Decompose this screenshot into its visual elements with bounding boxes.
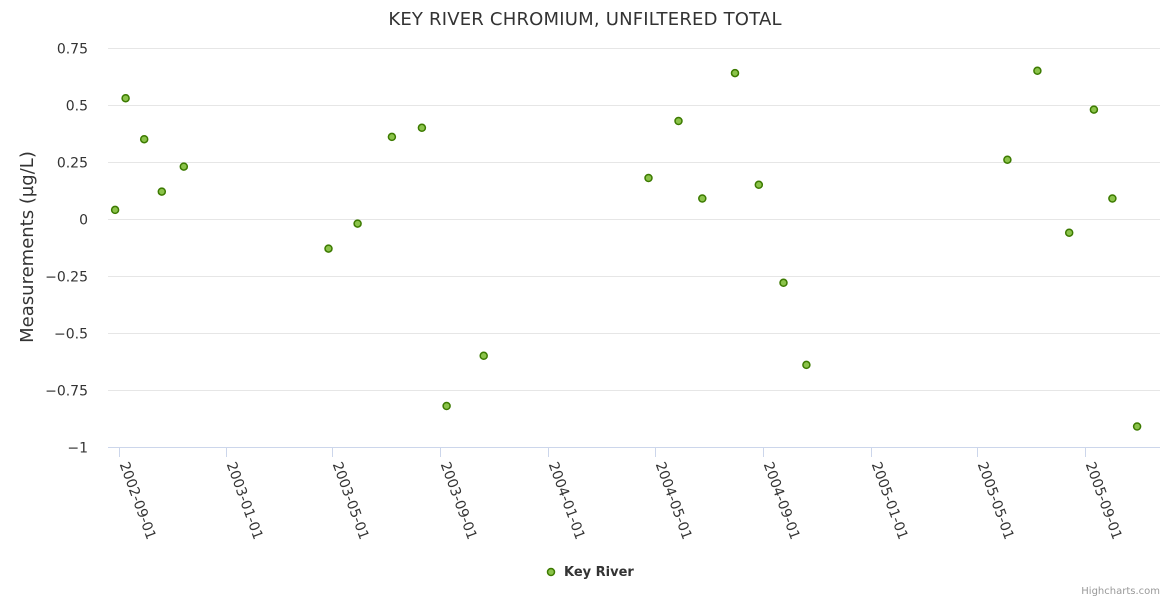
y-tick-label: −1 xyxy=(67,441,88,457)
legend[interactable]: Key River xyxy=(546,565,635,580)
data-point[interactable] xyxy=(139,134,149,144)
series-key-river xyxy=(110,66,1142,431)
x-tick-label: 2004-01-01 xyxy=(545,460,588,542)
data-point[interactable] xyxy=(802,360,811,370)
data-point[interactable] xyxy=(674,116,683,126)
x-tick-label: 2003-09-01 xyxy=(437,460,480,542)
y-axis-label: Measurements (µg/L) xyxy=(17,151,38,343)
y-tick-label: 0.5 xyxy=(66,99,88,115)
data-point[interactable] xyxy=(179,162,189,171)
data-point[interactable] xyxy=(644,173,653,183)
data-point[interactable] xyxy=(387,132,397,142)
data-point[interactable] xyxy=(417,123,427,133)
data-point[interactable] xyxy=(121,93,130,103)
y-tick-label: 0.25 xyxy=(57,156,88,172)
data-point[interactable] xyxy=(442,401,451,411)
x-tick-label: 2005-09-01 xyxy=(1082,460,1125,542)
x-tick-label: 2003-01-01 xyxy=(223,460,266,542)
data-point[interactable] xyxy=(324,244,333,253)
data-point[interactable] xyxy=(157,187,167,196)
legend-marker xyxy=(546,567,556,577)
x-tick-label: 2005-05-01 xyxy=(974,460,1017,542)
data-point[interactable] xyxy=(1089,105,1099,114)
grid xyxy=(108,48,1160,448)
x-tick-label: 2004-09-01 xyxy=(760,460,803,542)
x-axis-ticks: 2002-09-01 2003-01-01 2003-05-01 2003-09-01… xyxy=(116,447,1125,542)
data-point[interactable] xyxy=(754,180,764,190)
y-tick-label: 0 xyxy=(79,213,88,229)
x-tick-label: 2005-01-01 xyxy=(868,460,911,542)
legend-label: Key River xyxy=(564,565,634,580)
data-point[interactable] xyxy=(1108,194,1117,203)
data-point[interactable] xyxy=(1064,228,1074,237)
data-point[interactable] xyxy=(698,194,707,203)
credits[interactable]: Highcharts.com xyxy=(1081,586,1160,597)
data-point[interactable] xyxy=(110,205,120,215)
x-tick-label: 2004-05-01 xyxy=(652,460,695,542)
y-tick-label: −0.25 xyxy=(45,270,88,286)
data-point[interactable] xyxy=(1033,66,1042,76)
data-point[interactable] xyxy=(1132,422,1142,431)
data-point[interactable] xyxy=(1003,155,1012,164)
y-tick-label: 0.75 xyxy=(57,42,88,58)
data-point[interactable] xyxy=(479,351,488,361)
x-tick-label: 2002-09-01 xyxy=(116,460,159,542)
chart-title: KEY RIVER CHROMIUM, UNFILTERED TOTAL xyxy=(388,9,781,30)
data-point[interactable] xyxy=(779,278,788,288)
data-point[interactable] xyxy=(730,68,740,78)
data-point[interactable] xyxy=(353,219,362,228)
y-tick-label: −0.75 xyxy=(45,384,88,400)
y-tick-label: −0.5 xyxy=(54,327,88,343)
x-tick-label: 2003-05-01 xyxy=(329,460,372,542)
y-axis-ticks: 0.75 0.5 0.25 0 −0.25 −0.5 −0.75 −1 xyxy=(45,42,88,457)
